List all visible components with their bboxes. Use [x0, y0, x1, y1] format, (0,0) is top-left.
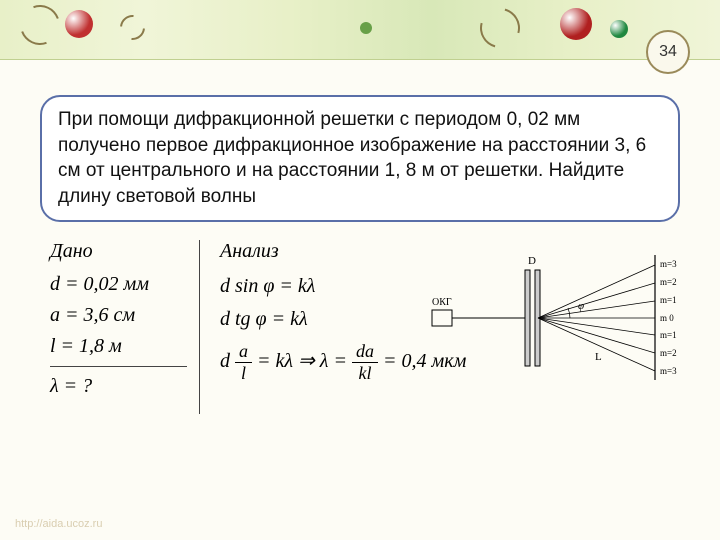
distance-label: L [595, 351, 602, 363]
eq3-fraction-1: a l [235, 341, 252, 384]
order-label: m=1 [660, 330, 677, 340]
eq3-den: l [235, 363, 252, 384]
swirl-decor [115, 10, 150, 45]
eq3-d: d [220, 350, 230, 372]
eq3-fraction-2: da kl [352, 341, 378, 384]
order-label: m 0 [660, 313, 674, 323]
given-line: d = 0,02 мм [50, 273, 187, 296]
grating-label: D [528, 255, 536, 267]
laser-source [432, 310, 452, 326]
order-label: m=2 [660, 277, 677, 287]
eq3-num: a [235, 341, 252, 363]
grating-slit [525, 270, 530, 366]
given-line: a = 3,6 см [50, 304, 187, 327]
berry-decor [65, 10, 93, 38]
order-label: m=3 [660, 366, 677, 376]
given-divider [50, 366, 187, 367]
swirl-decor [13, 0, 66, 52]
swirl-decor [473, 1, 528, 56]
laser-label: ОКГ [432, 297, 452, 308]
watermark: http://aida.ucoz.ru [15, 518, 102, 530]
eq3-num2: da [352, 341, 378, 363]
berry-decor [610, 20, 628, 38]
given-heading: Дано [50, 240, 187, 263]
given-line: l = 1,8 м [50, 335, 187, 358]
order-label: m=2 [660, 348, 677, 358]
order-label: m=3 [660, 259, 677, 269]
order-label: m=1 [660, 295, 677, 305]
diffraction-diagram: ОКГ D φ L m=3 m=2 m=1 m 0 m=1 m=2 m=3 [430, 250, 690, 400]
leaf-decor [360, 22, 372, 34]
given-question: λ = ? [50, 375, 187, 398]
berry-decor [560, 8, 592, 40]
given-column: Дано d = 0,02 мм a = 3,6 см l = 1,8 м λ … [50, 240, 200, 414]
eq3-mid: = kλ ⇒ λ = [257, 350, 352, 372]
eq3-den2: kl [352, 363, 378, 384]
phi-label: φ [578, 300, 584, 312]
page-number-badge: 34 [646, 30, 690, 74]
header-decoration [0, 0, 720, 60]
problem-statement: При помощи дифракционной решетки с перио… [40, 95, 680, 222]
